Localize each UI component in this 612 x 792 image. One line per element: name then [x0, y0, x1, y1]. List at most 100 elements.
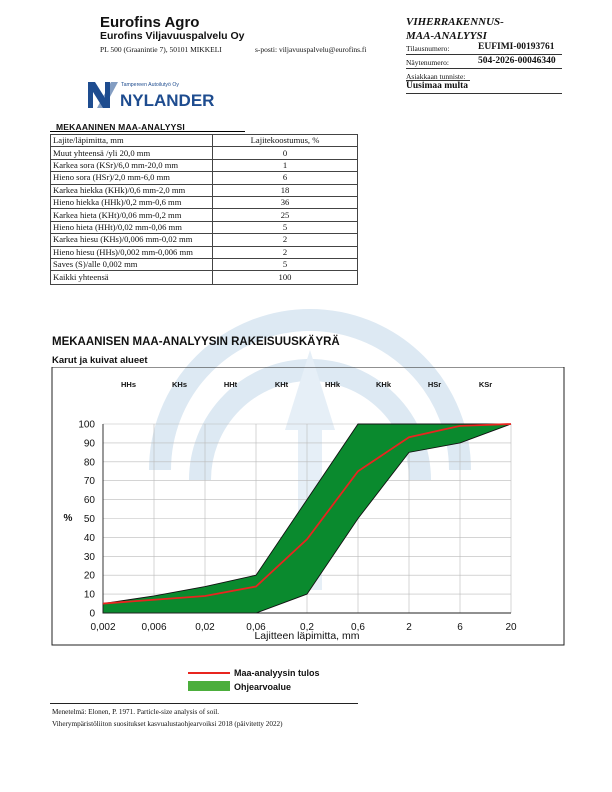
logo-name: NYLANDER — [120, 91, 214, 110]
document-title: VIHERRAKENNUS- MAA-ANALYYSI — [406, 15, 504, 43]
table-cell-label: Karkea hieta (KHt)/0,06 mm-0,2 mm — [50, 208, 213, 222]
company-name: Eurofins Agro — [100, 14, 200, 31]
y-axis-label: % — [64, 513, 73, 524]
x-tick-label: 6 — [457, 622, 463, 633]
table-cell-value: 6 — [212, 171, 358, 185]
y-tick-label: 80 — [84, 457, 96, 468]
table-total-label: Kaikki yhteensä — [50, 270, 213, 286]
fraction-label: HSr — [428, 380, 441, 389]
customer-id-value: Uusimaa multa — [406, 81, 469, 91]
table-cell-value: 5 — [212, 220, 358, 235]
table-row: Muut yhteensä /yli 20,0 mm 0 — [50, 146, 358, 160]
table-cell-value: 1 — [212, 158, 358, 173]
x-tick-label: 20 — [505, 622, 517, 633]
table-header-right: Lajitekoostumus, % — [212, 133, 358, 148]
table-header-left: Lajite/läpimitta, mm — [50, 133, 213, 148]
x-tick-label: 0,006 — [141, 622, 166, 633]
sample-number-underline — [406, 68, 562, 69]
chart-title: MEKAANISEN MAA-ANALYYSIN RAKEISUUSKÄYRÄ — [52, 336, 340, 348]
table-cell-value: 5 — [212, 257, 358, 272]
table-row: Karkea hiekka (KHk)/0,6 mm-2,0 mm 18 — [50, 183, 358, 197]
customer-id-underline — [406, 93, 562, 94]
y-tick-label: 20 — [84, 571, 96, 582]
x-tick-label: 0,06 — [246, 622, 266, 633]
fraction-label: KSr — [479, 380, 492, 389]
fraction-label: KHt — [275, 380, 289, 389]
y-tick-label: 100 — [78, 420, 95, 431]
customer-id-label-underline — [406, 80, 470, 81]
document-title-line2: MAA-ANALYYSI — [406, 30, 487, 42]
y-tick-label: 30 — [84, 552, 96, 563]
x-tick-label: 2 — [406, 622, 412, 633]
x-tick-label: 0,2 — [300, 622, 314, 633]
y-tick-label: 60 — [84, 495, 96, 506]
logo-tagline: Tampereen Autoilutyö Oy — [121, 82, 179, 88]
company-email: s-posti: viljavuuspalvelu@eurofins.fi — [255, 45, 367, 54]
table-row: Saves (S)/alle 0,002 mm 5 — [50, 257, 358, 272]
order-number-label: Tilausnumero: — [406, 44, 450, 53]
table-cell-value: 2 — [212, 245, 358, 259]
table-cell-label: Saves (S)/alle 0,002 mm — [50, 257, 213, 272]
grading-curve-chart: 0 10 20 30 40 50 60 70 80 90 100 0,002 0,006 0,02 0,06… — [51, 367, 565, 646]
y-tick-label: 50 — [84, 514, 96, 525]
table-cell-label: Hieno hieta (HHt)/0,02 mm-0,06 mm — [50, 220, 213, 235]
table-row: Hieno sora (HSr)/2,0 mm-6,0 mm 6 — [50, 171, 358, 185]
table-row: Karkea hiesu (KHs)/0,006 mm-0,02 mm 2 — [50, 233, 358, 247]
order-number-underline — [406, 54, 562, 55]
y-tick-label: 10 — [84, 590, 96, 601]
document-title-line1: VIHERRAKENNUS- — [406, 16, 504, 28]
y-tick-label: 0 — [89, 609, 95, 620]
fraction-label: HHk — [325, 380, 341, 389]
legend-band-swatch — [188, 681, 230, 691]
table-cell-label: Karkea hiekka (KHk)/0,6 mm-2,0 mm — [50, 183, 213, 197]
fraction-label: HHs — [121, 380, 136, 389]
mechanical-analysis-table: Lajite/läpimitta, mm Lajitekoostumus, % … — [50, 133, 358, 286]
y-tick-label: 70 — [84, 476, 96, 487]
company-subtitle: Eurofins Viljavuuspalvelu Oy — [100, 30, 245, 42]
table-cell-value: 25 — [212, 208, 358, 222]
table-cell-label: Hieno hiekka (HHk)/0,2 mm-0,6 mm — [50, 195, 213, 210]
chart-subtitle: Karut ja kuivat alueet — [52, 355, 148, 366]
footer-method: Menetelmä: Elonen, P. 1971. Particle-siz… — [52, 708, 220, 716]
table-title: MEKAANINEN MAA-ANALYYSI — [56, 122, 185, 132]
table-row: Karkea sora (KSr)/6,0 mm-20,0 mm 1 — [50, 158, 358, 173]
table-row: Hieno hiekka (HHk)/0,2 mm-0,6 mm 36 — [50, 195, 358, 210]
order-number-value: EUFIMI-00193761 — [478, 42, 555, 52]
table-total-row: Kaikki yhteensä 100 — [50, 270, 358, 286]
nylander-logo: Tampereen Autoilutyö Oy NYLANDER — [88, 82, 214, 110]
sample-number-label: Näytenumero: — [406, 58, 449, 67]
fraction-label: KHs — [172, 380, 187, 389]
legend-result-label: Maa-analyysin tulos — [234, 668, 320, 678]
table-row: Karkea hieta (KHt)/0,06 mm-0,2 mm 25 — [50, 208, 358, 222]
table-cell-label: Karkea sora (KSr)/6,0 mm-20,0 mm — [50, 158, 213, 173]
series-line-result — [102, 423, 512, 605]
table-cell-value: 36 — [212, 195, 358, 210]
footer-rule — [50, 703, 358, 704]
table-cell-label: Muut yhteensä /yli 20,0 mm — [50, 146, 213, 160]
x-tick-label: 0,002 — [90, 622, 115, 633]
table-cell-value: 18 — [212, 183, 358, 197]
fraction-label: KHk — [376, 380, 392, 389]
x-tick-label: 0,02 — [195, 622, 215, 633]
chart-legend: Maa-analyysin tulos Ohjearvoalue — [188, 668, 320, 692]
table-cell-value: 2 — [212, 233, 358, 247]
table-cell-value: 0 — [212, 146, 358, 160]
table-total-value: 100 — [212, 270, 358, 286]
table-header-row: Lajite/läpimitta, mm Lajitekoostumus, % — [50, 133, 358, 148]
table-row: Hieno hiesu (HHs)/0,002 mm-0,006 mm 2 — [50, 245, 358, 259]
x-tick-label: 0,6 — [351, 622, 365, 633]
fraction-label: HHt — [224, 380, 238, 389]
table-cell-label: Karkea hiesu (KHs)/0,006 mm-0,02 mm — [50, 233, 213, 247]
customer-id-label: Asiakkaan tunniste: — [406, 72, 466, 81]
table-cell-label: Hieno sora (HSr)/2,0 mm-6,0 mm — [50, 171, 213, 185]
table-cell-label: Hieno hiesu (HHs)/0,002 mm-0,006 mm — [50, 245, 213, 259]
sample-number-value: 504-2026-00046340 — [478, 56, 556, 66]
company-address: PL 500 (Graanintie 7), 50101 MIKKELI — [100, 45, 222, 54]
y-tick-label: 40 — [84, 533, 96, 544]
x-axis-label: Lajitteen läpimitta, mm — [254, 630, 359, 642]
table-row: Hieno hieta (HHt)/0,02 mm-0,06 mm 5 — [50, 220, 358, 235]
footer-reference: Viherympäristöliiton suositukset kasvual… — [52, 720, 283, 728]
legend-band-label: Ohjearvoalue — [234, 682, 291, 692]
chart-frame — [51, 367, 565, 646]
y-tick-label: 90 — [84, 438, 96, 449]
